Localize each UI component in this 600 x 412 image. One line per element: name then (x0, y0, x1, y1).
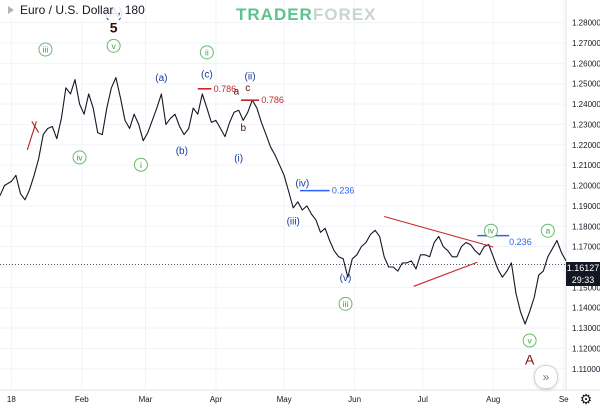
title-separator: , (117, 3, 121, 17)
wave-label-minor: ii (205, 47, 209, 57)
wave-label-circle (72, 150, 87, 165)
wave-label-intermediate: (iv) (295, 178, 309, 189)
watermark-part-1: TRADER (236, 5, 313, 24)
wave-label-circle (106, 38, 121, 53)
y-tick-label: 1.11000 (572, 365, 600, 374)
y-tick-label: 1.28000 (572, 19, 600, 28)
wave-label-intermediate: (i) (234, 153, 243, 164)
settings-button[interactable]: ⚙ (578, 391, 594, 407)
fib-ratio-label: 0.786 (214, 84, 237, 94)
wave-label-primary: A (525, 352, 535, 368)
trend-line (384, 215, 494, 248)
gear-icon: ⚙ (579, 391, 593, 407)
wave-label-intermediate: (a) (155, 73, 167, 84)
y-tick-label: 1.17000 (572, 243, 600, 252)
wave-label-circle (522, 333, 537, 348)
wave-label-minor: i (140, 160, 142, 170)
wave-label-dark: 5 (110, 19, 118, 35)
y-tick-label: 1.24000 (572, 100, 600, 109)
countdown-tag: 29:33 (566, 274, 600, 286)
x-tick-label: 18 (7, 395, 16, 404)
wave-label-intermediate: (b) (176, 146, 188, 157)
wave-label-minor: iii (343, 299, 349, 309)
interval-label: 180 (124, 3, 145, 17)
wave-label-dark: a (234, 87, 240, 98)
y-tick-label: 1.26000 (572, 59, 600, 68)
y-tick-label: 1.13000 (572, 324, 600, 333)
wave-label-circle (338, 296, 353, 311)
y-tick-label: 1.20000 (572, 182, 600, 191)
x-tick-label: Apr (210, 395, 223, 404)
y-tick-label: 1.27000 (572, 39, 600, 48)
scroll-to-realtime-button[interactable]: » (534, 365, 558, 389)
y-tick-label: 1.23000 (572, 120, 600, 129)
y-tick-label: 1.18000 (572, 222, 600, 231)
wave-label-circle (540, 223, 555, 238)
wave-label-circle (483, 223, 498, 238)
y-tick-label: 1.22000 (572, 141, 600, 150)
wave-label-circle (133, 157, 148, 172)
last-price-tag: 1.16127 (566, 262, 600, 274)
x-tick-label: Se (559, 395, 569, 404)
watermark-logo: TRADERFOREX (236, 5, 376, 25)
wave-label-minor: a (545, 226, 550, 236)
y-tick-label: 1.12000 (572, 344, 600, 353)
wave-label-minor: iii (43, 44, 49, 54)
wave-label-minor: v (112, 41, 117, 51)
x-tick-label: Feb (75, 395, 89, 404)
symbol-name: Euro / U.S. Dollar (20, 3, 114, 17)
y-tick-label: 1.14000 (572, 304, 600, 313)
x-tick-label: Mar (139, 395, 153, 404)
fib-ratio-label: 0.786 (261, 95, 284, 105)
wave-label-dark: c (245, 83, 250, 94)
watermark-part-2: FOREX (312, 5, 377, 24)
trend-line (413, 261, 478, 287)
x-tick-label: Jun (348, 395, 361, 404)
wave-label-circle (38, 42, 53, 57)
y-tick-label: 1.21000 (572, 161, 600, 170)
x-tick-label: May (277, 395, 292, 404)
double-chevron-right-icon: » (542, 370, 550, 384)
x-tick-label: Aug (486, 395, 500, 404)
grid (0, 0, 566, 390)
wave-label-circle (199, 45, 214, 60)
wave-label-minor: v (528, 335, 533, 345)
x-tick-label: Jul (418, 395, 428, 404)
wave-label-minor: iv (488, 226, 495, 236)
symbol-title[interactable]: Euro / U.S. Dollar, 180 (6, 2, 145, 18)
collapse-legend-icon[interactable] (6, 4, 16, 16)
fib-ratio-label: 0.236 (509, 237, 532, 247)
price-scale-background (566, 0, 600, 407)
trend-line (31, 121, 40, 133)
wave-label-intermediate: (c) (201, 69, 213, 80)
wave-label-minor: iv (76, 152, 83, 162)
price-series-line (0, 77, 567, 325)
wave-label-dark: b (240, 123, 246, 134)
y-tick-label: 1.19000 (572, 202, 600, 211)
y-tick-label: 1.15000 (572, 283, 600, 292)
wave-label-intermediate: (iii) (287, 216, 300, 227)
fib-ratio-label: 0.236 (332, 186, 355, 196)
wave-label-intermediate: (v) (340, 273, 352, 284)
y-tick-label: 1.25000 (572, 80, 600, 89)
wave-label-intermediate: (ii) (244, 71, 255, 82)
